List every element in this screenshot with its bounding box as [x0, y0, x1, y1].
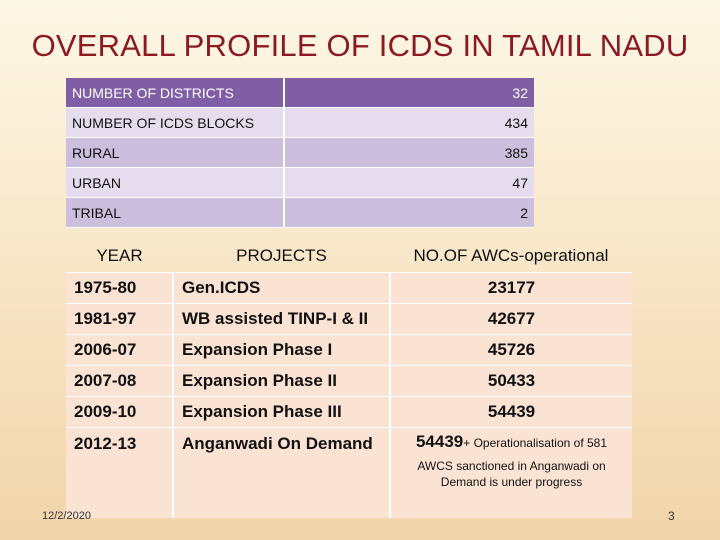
summary-row: RURAL 385 [66, 137, 534, 168]
summary-row: NUMBER OF ICDS BLOCKS 434 [66, 107, 534, 138]
year-header: YEAR [96, 246, 143, 265]
summary-row: NUMBER OF DISTRICTS 32 [66, 78, 534, 108]
project-cell: Anganwadi On Demand [172, 427, 390, 518]
awcs-note: AWCS sanctioned in Anganwadi on Demand i… [417, 459, 606, 489]
summary-row: TRIBAL 2 [66, 197, 534, 228]
summary-value: 32 [283, 78, 534, 108]
awcs-cell: 54439 [389, 396, 632, 428]
year-cell: 2006-07 [66, 334, 173, 366]
table-row: 2007-08 Expansion Phase II 50433 [66, 365, 632, 397]
summary-value: 47 [283, 167, 534, 198]
year-cell: 1975-80 [66, 272, 173, 304]
awcs-header: NO.OF AWCs-operational [413, 246, 609, 265]
awcs-cell: 45726 [389, 334, 632, 366]
awcs-cell: 23177 [389, 272, 632, 304]
awcs-cell: 50433 [389, 365, 632, 397]
summary-value: 385 [283, 137, 534, 168]
year-cell: 2009-10 [66, 396, 173, 428]
table-row: 2006-07 Expansion Phase I 45726 [66, 334, 632, 366]
projects-table: YEAR PROJECTS NO.OF AWCs-operational 197… [66, 240, 632, 518]
summary-value: 2 [283, 197, 534, 228]
awcs-cell: 54439+ Operationalisation of 581 AWCS sa… [389, 427, 632, 518]
year-cell: 2007-08 [66, 365, 173, 397]
project-cell: Gen.ICDS [172, 272, 390, 304]
awcs-value: 54439 [415, 432, 464, 451]
summary-label: TRIBAL [66, 197, 284, 228]
project-cell: Expansion Phase II [172, 365, 390, 397]
awcs-suffix: + Operationalisation of 581 [463, 436, 608, 450]
summary-label: RURAL [66, 137, 284, 168]
project-cell: Expansion Phase III [172, 396, 390, 428]
summary-row: URBAN 47 [66, 167, 534, 198]
table-row: 1981-97 WB assisted TINP-I & II 42677 [66, 303, 632, 335]
year-cell: 2012-13 [66, 427, 173, 518]
year-cell: 1981-97 [66, 303, 173, 335]
project-cell: Expansion Phase I [172, 334, 390, 366]
page-number: 3 [668, 509, 675, 523]
project-cell: WB assisted TINP-I & II [172, 303, 390, 335]
table-row: 2012-13 Anganwadi On Demand 54439+ Opera… [66, 427, 632, 518]
summary-value: 434 [283, 107, 534, 138]
projects-header: PROJECTS [236, 246, 327, 265]
summary-label: URBAN [66, 167, 284, 198]
table-row: 1975-80 Gen.ICDS 23177 [66, 272, 632, 304]
summary-label: NUMBER OF DISTRICTS [66, 78, 284, 108]
table-row: 2009-10 Expansion Phase III 54439 [66, 396, 632, 428]
footer-date: 12/2/2020 [42, 510, 91, 522]
summary-table: NUMBER OF DISTRICTS 32 NUMBER OF ICDS BL… [66, 78, 534, 228]
summary-label: NUMBER OF ICDS BLOCKS [66, 107, 284, 138]
page-title: OVERALL PROFILE OF ICDS IN TAMIL NADU [31, 28, 689, 63]
awcs-cell: 42677 [389, 303, 632, 335]
projects-header-row: YEAR PROJECTS NO.OF AWCs-operational [66, 240, 632, 273]
